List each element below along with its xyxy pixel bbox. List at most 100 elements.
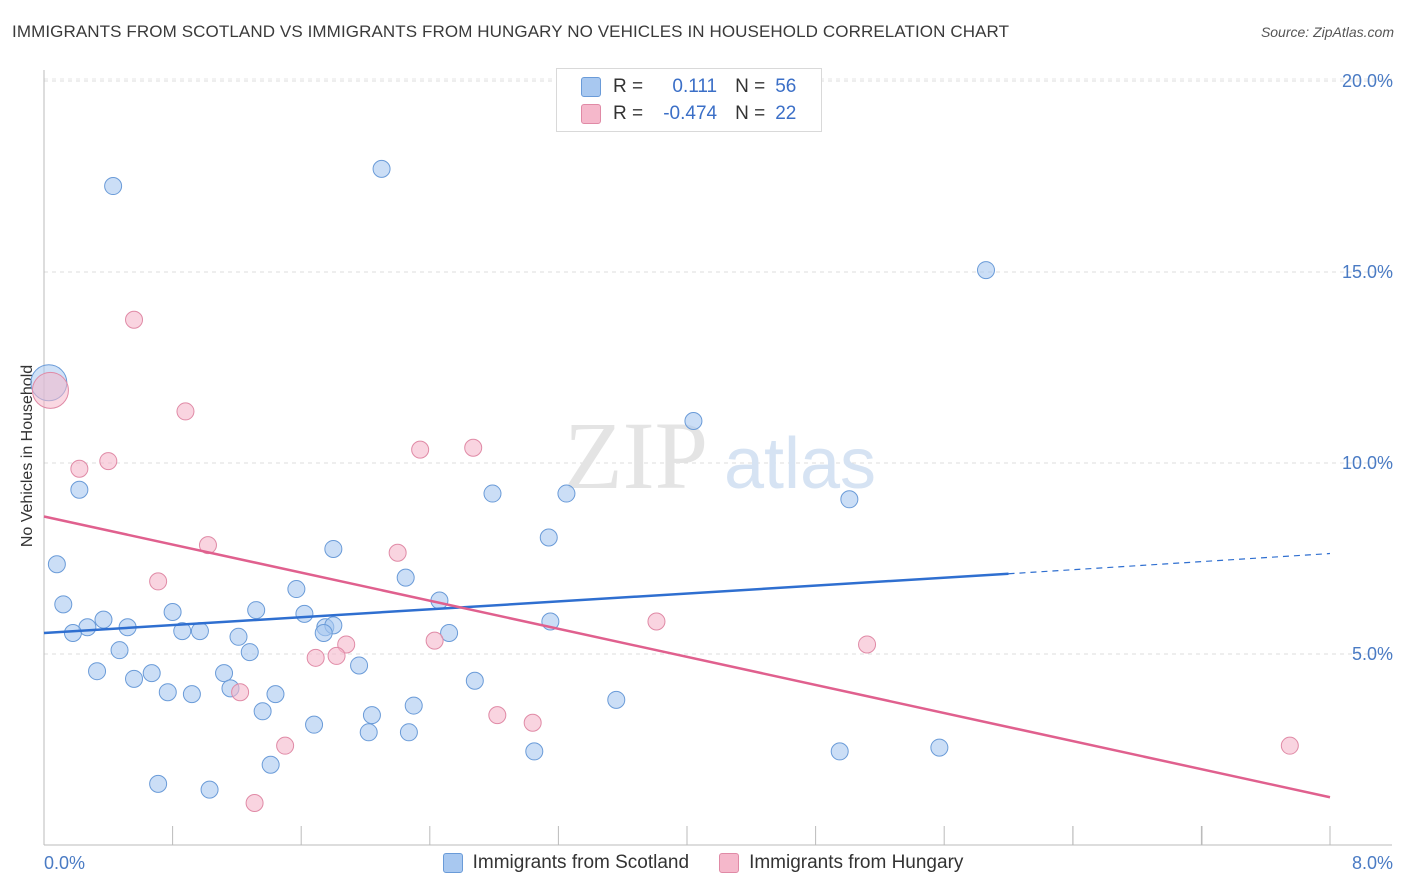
series-name-scotland: Immigrants from Scotland [472, 852, 690, 873]
scotland-point [396, 568, 415, 587]
scotland-point [163, 602, 182, 621]
scotland-point [240, 643, 259, 662]
scotland-point [253, 702, 272, 721]
y-tick-label: 10.0% [1342, 453, 1393, 473]
scotland-point [54, 595, 73, 614]
hungary-point [125, 310, 144, 329]
hungary-point [488, 706, 507, 725]
hungary-point [198, 536, 217, 555]
scotland-point [287, 580, 306, 599]
scotland-point [557, 484, 576, 503]
hungary-point [411, 440, 430, 459]
scotland-point [440, 623, 459, 642]
scotland-point [94, 610, 113, 629]
scotland-point [314, 623, 333, 642]
series-legend-hungary: Immigrants from Hungary [719, 852, 963, 874]
scotland-point [200, 780, 219, 799]
hungary-point [425, 631, 444, 650]
scotland-point [684, 411, 703, 430]
scotland-point [149, 774, 168, 793]
scotland-point [305, 715, 324, 734]
legend-n-value: 22 [775, 103, 797, 124]
scotland-point [190, 622, 209, 641]
scotland-point [104, 177, 123, 196]
scotland-point [976, 261, 995, 280]
scotland-point [840, 490, 859, 509]
trend-lines [43, 515, 1331, 799]
scotland-point [229, 627, 248, 646]
hungary-point [70, 459, 89, 478]
scotland-point [404, 696, 423, 715]
series-legend-scotland: Immigrants from Scotland [442, 852, 690, 874]
legend-swatch-scotland [581, 77, 601, 97]
legend-n-label: N = [735, 103, 766, 124]
scotland-point [359, 723, 378, 742]
hungary-point [99, 452, 118, 471]
hungary-point [231, 683, 250, 702]
tick-labels: 5.0% 10.0% 15.0% 20.0% 0.0% 8.0% [44, 71, 1393, 873]
series-name-hungary: Immigrants from Hungary [749, 852, 964, 873]
correlation-legend: R = 0.111 N = 56 R = -0.474 N = 22 [556, 68, 822, 132]
legend-swatch-hungary [581, 104, 601, 124]
hungary-point [464, 438, 483, 457]
scotland-point [110, 641, 129, 660]
scotland-point [70, 480, 89, 499]
legend-r-value: -0.474 [663, 103, 718, 124]
hungary-point [245, 793, 264, 812]
hungary-point [31, 371, 69, 409]
scotland-point [465, 671, 484, 690]
scotland-point [88, 662, 107, 681]
scotland-point [930, 738, 949, 757]
scotland-point [350, 656, 369, 675]
source-label: Source: ZipAtlas.com [1260, 24, 1394, 40]
chart-title: IMMIGRANTS FROM SCOTLAND VS IMMIGRANTS F… [12, 22, 1010, 41]
legend-n-label: N = [735, 76, 766, 97]
series-legend: Immigrants from Scotland Immigrants from… [0, 852, 1406, 874]
data-points [30, 159, 1299, 812]
scotland-point [125, 669, 144, 688]
x-tick-label: 0.0% [44, 853, 85, 873]
scotland-point [215, 664, 234, 683]
gridlines [44, 78, 1392, 655]
hungary-point [1280, 736, 1299, 755]
series-swatch-hungary [719, 853, 740, 873]
scotland-point [266, 685, 285, 704]
y-tick-label: 20.0% [1342, 71, 1393, 91]
scotland-point [261, 755, 280, 774]
series-swatch-scotland [442, 853, 463, 873]
scotland-point [295, 604, 314, 623]
scotland-trend-line [43, 572, 1009, 635]
hungary-point [858, 635, 877, 654]
scotland-point [539, 528, 558, 547]
hungary-point [647, 612, 666, 631]
scotland-point [324, 539, 343, 558]
scotland-point [607, 690, 626, 709]
scotland-point [63, 623, 82, 642]
hungary-trend-line [43, 515, 1331, 799]
y-tick-label: 15.0% [1342, 262, 1393, 282]
hungary-point [523, 713, 542, 732]
watermark-zip: ZIP [564, 402, 708, 509]
hungary-point [337, 635, 356, 654]
scotland-point [372, 159, 391, 178]
scotland-point [830, 742, 849, 761]
hungary-point [276, 736, 295, 755]
axes [43, 70, 1392, 846]
legend-row-scotland: R = 0.111 N = 56 [581, 75, 796, 99]
scotland-point [362, 706, 381, 725]
scotland-point [182, 685, 201, 704]
scotland-point [158, 683, 177, 702]
scotland-point [399, 723, 418, 742]
legend-r-label: R = [613, 76, 644, 97]
scotland-point [525, 742, 544, 761]
legend-r-label: R = [613, 103, 644, 124]
scotland-point [483, 484, 502, 503]
scotland-point [142, 664, 161, 683]
y-tick-label: 5.0% [1352, 644, 1393, 664]
hungary-point [327, 646, 346, 665]
legend-n-value: 56 [775, 76, 797, 97]
scotland-point [47, 555, 66, 574]
hungary-point [388, 543, 407, 562]
legend-row-hungary: R = -0.474 N = 22 [581, 102, 796, 126]
